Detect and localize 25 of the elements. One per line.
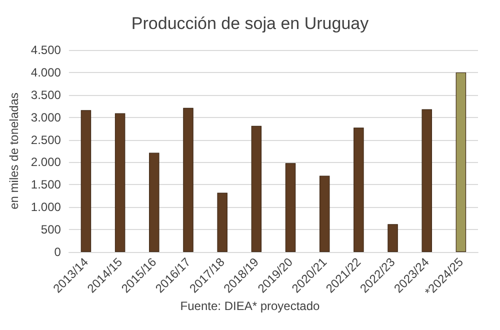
y-tick-label: 4.000: [30, 65, 62, 80]
source-note: Fuente: DIEA* proyectado: [180, 299, 320, 313]
bar: [285, 163, 296, 252]
bar: [217, 192, 228, 252]
bar: [456, 72, 466, 252]
y-tick-label: 3.000: [30, 110, 62, 124]
bar: [114, 113, 126, 252]
bar: [422, 109, 432, 252]
y-axis-title: en miles de toneladas: [7, 92, 21, 210]
y-tick-label: 0: [54, 245, 62, 259]
chart-title: Producción de soja en Uruguay: [131, 14, 370, 33]
bar: [183, 108, 194, 252]
y-tick-label: 2.500: [30, 132, 62, 147]
y-tick-label: 1.000: [30, 200, 62, 214]
y-tick-label: 4.500: [30, 43, 62, 57]
bar: [80, 110, 92, 252]
bar: [251, 126, 262, 252]
y-tick-label: 2.000: [30, 155, 62, 170]
bar: [354, 128, 364, 252]
bar: [319, 176, 330, 252]
bar: [149, 152, 160, 252]
y-tick-label: 500: [40, 222, 62, 237]
bar: [388, 224, 398, 252]
y-tick-label: 1.500: [30, 178, 62, 192]
y-tick-label: 3.500: [30, 88, 62, 102]
